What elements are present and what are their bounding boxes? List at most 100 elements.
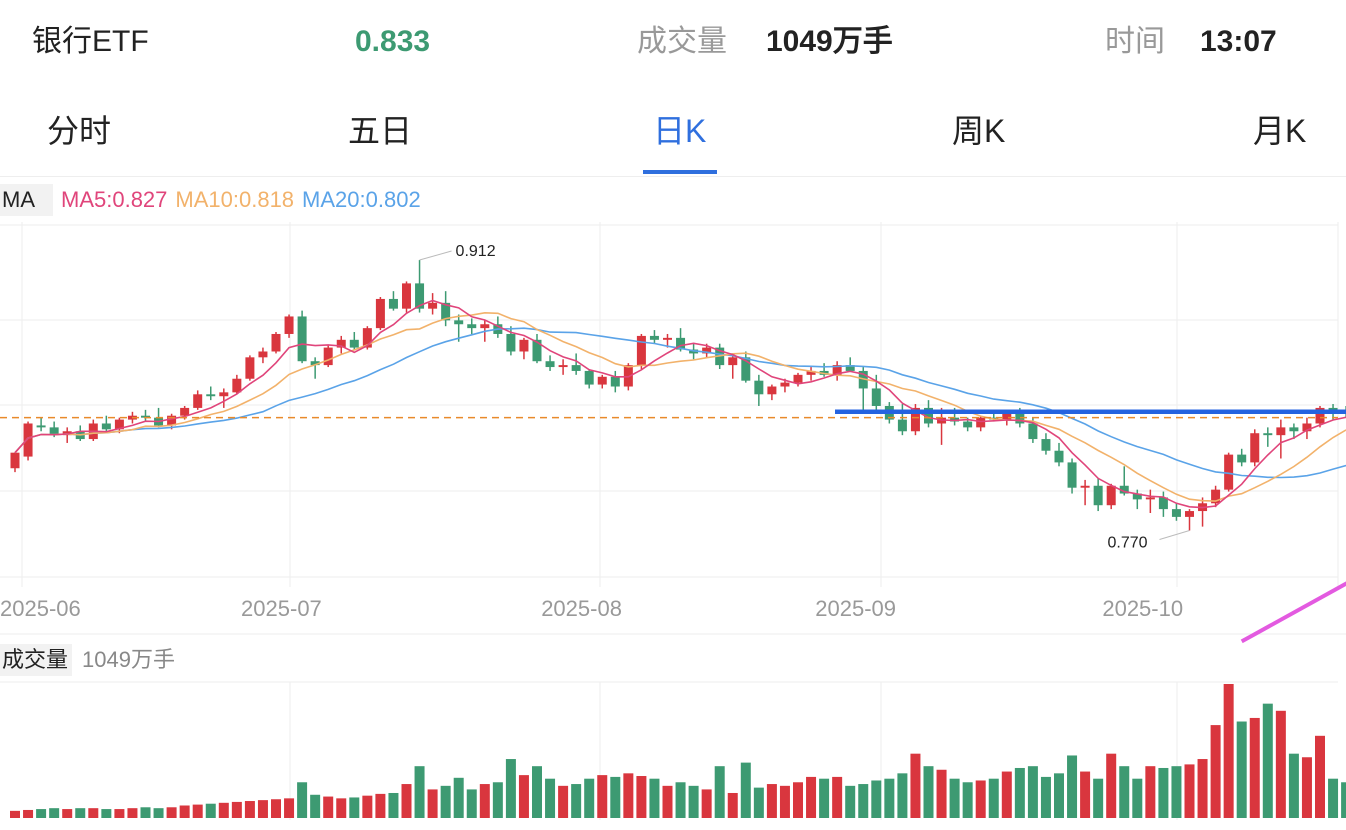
candle-body: [1237, 454, 1247, 463]
volume-bar: [949, 778, 960, 818]
candle-body: [1119, 485, 1129, 494]
volume-bar: [649, 778, 660, 818]
candle-body: [1250, 433, 1260, 463]
volume-bar: [166, 807, 177, 818]
volume-bar: [336, 798, 347, 818]
candle-body: [924, 407, 933, 424]
volume-bar: [401, 784, 412, 818]
volume-bar: [36, 809, 47, 818]
x-tick-label: 2025-07: [241, 596, 322, 621]
volume-bar: [362, 795, 373, 818]
volume-bar: [1328, 778, 1339, 818]
candle-body: [1302, 423, 1312, 432]
volume-bar: [218, 802, 229, 818]
low-price-label: 0.770: [1108, 535, 1148, 552]
volume-bar: [740, 762, 751, 818]
volume-bar: [1080, 771, 1091, 818]
candle-body: [180, 407, 190, 416]
volume-bar: [584, 778, 595, 818]
candle-body: [284, 316, 294, 334]
volume-bar: [962, 782, 973, 818]
volume-bar: [192, 804, 203, 818]
volume-legend-title: 成交量: [0, 644, 73, 676]
candle-body: [23, 423, 33, 457]
candle-body: [793, 374, 803, 383]
candle-body: [950, 417, 960, 422]
volume-bar: [558, 785, 569, 818]
candle-body: [1171, 509, 1181, 517]
ma20-line: [14, 327, 1346, 479]
candle-body: [402, 283, 411, 309]
volume-bar: [1197, 759, 1208, 818]
volume-bar: [766, 784, 777, 818]
candle-body: [780, 382, 790, 387]
candle-body: [636, 335, 646, 366]
candle-body: [1106, 485, 1116, 506]
candle-body: [1224, 454, 1234, 490]
candlesticks: [10, 260, 1346, 531]
volume-bar: [231, 801, 242, 818]
volume-bar: [179, 805, 190, 818]
candle-body: [1041, 439, 1051, 451]
candle-body: [336, 339, 346, 348]
volume-bar: [662, 785, 673, 818]
volume-bar: [310, 794, 321, 818]
volume-bar: [858, 784, 869, 818]
candle-body: [1093, 485, 1103, 506]
candle-body: [245, 357, 255, 379]
candle-body: [1132, 493, 1142, 500]
last-price: 0.833: [355, 25, 431, 58]
volume-bar: [349, 797, 360, 818]
candle-body: [232, 378, 242, 393]
volume-bar: [1119, 766, 1130, 818]
candle-body: [897, 419, 907, 432]
volume-bar: [871, 780, 882, 818]
low-label-leader: [1159, 530, 1190, 540]
volume-legend-value: 1049万手: [82, 647, 175, 672]
candle-body: [167, 415, 177, 426]
ma10-line: [14, 311, 1346, 502]
candle-body: [545, 361, 555, 368]
volume-bar: [936, 769, 947, 818]
volume-bar: [532, 766, 542, 818]
volume-bar: [127, 808, 138, 818]
volume-bar: [427, 789, 438, 818]
candle-body: [832, 365, 842, 375]
tab-daily-k[interactable]: 日K: [653, 113, 707, 149]
volume-bar: [1301, 757, 1312, 818]
volume-bar: [1093, 778, 1104, 818]
volume-bar: [1001, 771, 1012, 818]
volume-bar: [675, 782, 686, 818]
candle-body: [767, 386, 777, 395]
candle-body: [558, 365, 568, 368]
volume-bar: [1054, 773, 1064, 818]
candle-body: [1276, 427, 1286, 436]
x-axis: 2025-06 2025-07 2025-08 2025-09 2025-10: [0, 596, 1183, 621]
volume-legend: 成交量 1049万手: [0, 644, 175, 676]
quote-header: 银行ETF 0.833 成交量 1049万手 时间 13:07: [0, 0, 1346, 90]
volume-bar: [284, 798, 295, 818]
candle-body: [349, 339, 359, 348]
volume-bar: [1014, 767, 1025, 818]
volume-bar: [388, 792, 399, 818]
tab-weekly-k[interactable]: 周K: [952, 113, 1006, 149]
tab-monthly-k[interactable]: 月K: [1253, 113, 1307, 149]
volume-bar: [753, 787, 764, 818]
volume-bar: [518, 775, 529, 818]
volume-bar: [1249, 717, 1260, 818]
volume-bar: [1184, 764, 1195, 818]
volume-bar: [610, 776, 621, 818]
annotations: 0.912 0.770: [0, 243, 1346, 644]
tab-intraday[interactable]: 分时: [47, 113, 112, 149]
volume-bar: [1210, 725, 1221, 818]
ma20-legend: MA20:0.802: [302, 187, 421, 212]
ma-legend-title: MA: [0, 184, 53, 216]
volume-bar: [1275, 710, 1286, 818]
candle-body: [323, 347, 333, 366]
candle-body: [663, 337, 672, 340]
tab-five-day[interactable]: 五日: [348, 113, 413, 149]
candle-body: [454, 320, 464, 325]
candle-body: [441, 302, 451, 321]
x-tick-label: 2025-08: [541, 596, 622, 621]
